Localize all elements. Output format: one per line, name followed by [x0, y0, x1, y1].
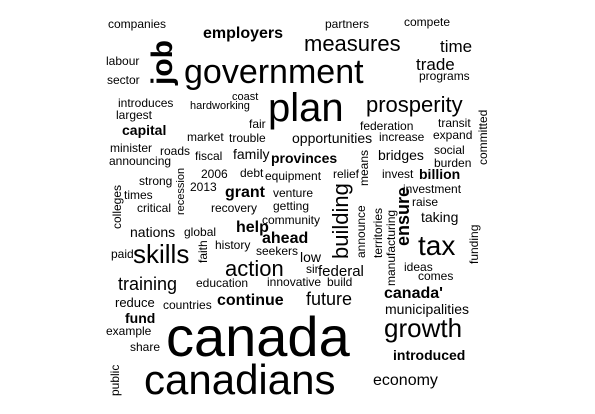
word-introduced: introduced: [393, 347, 466, 363]
word-provinces: provinces: [271, 150, 338, 166]
word-federal: federal: [318, 263, 364, 280]
word-territories: territories: [371, 207, 385, 258]
word-low: low: [300, 249, 322, 265]
word-action: action: [225, 256, 284, 281]
word-job: job: [146, 40, 179, 85]
word-colleges: colleges: [110, 184, 124, 229]
word-introduces: introduces: [118, 96, 174, 110]
word-plan: plan: [268, 86, 344, 130]
word-bridges: bridges: [378, 147, 424, 163]
word-fiscal: fiscal: [195, 149, 223, 163]
word-countries: countries: [163, 298, 212, 312]
word-means: means: [357, 149, 371, 186]
word-funding: funding: [467, 224, 481, 264]
word-reduce: reduce: [115, 295, 155, 310]
word-getting: getting: [273, 199, 310, 213]
word-equipment: equipment: [265, 169, 322, 183]
word-paid: paid: [111, 247, 134, 261]
word-invest: invest: [382, 167, 414, 181]
word-announcing: announcing: [109, 154, 172, 168]
word-build: build: [327, 275, 353, 289]
word-public: public: [108, 364, 122, 396]
word-labour: labour: [106, 54, 140, 68]
word-capital: capital: [122, 122, 167, 138]
word-burden: burden: [434, 156, 472, 170]
word-trade: trade: [416, 55, 455, 74]
word-raise: raise: [412, 195, 439, 209]
word-market: market: [187, 130, 224, 144]
word-seekers: seekers: [256, 244, 299, 258]
word-global: global: [184, 225, 217, 239]
word-announce: announce: [354, 205, 368, 258]
word-future: future: [306, 289, 353, 309]
word-municipalities: municipalities: [385, 301, 470, 317]
word-social: social: [434, 143, 465, 157]
word-programs: programs: [419, 69, 470, 83]
word-canada: canada: [166, 305, 350, 368]
word-growth: growth: [384, 313, 463, 343]
word-fund: fund: [125, 310, 156, 326]
word-ahead: ahead: [262, 230, 309, 247]
word-innovative: innovative: [267, 275, 322, 289]
word-transit: transit: [438, 116, 471, 130]
word-canadians: canadians: [144, 356, 336, 403]
word-increase: increase: [379, 130, 425, 144]
word-ideas: ideas: [404, 260, 433, 274]
word-building: building: [328, 183, 353, 259]
word-canada: canada': [384, 285, 443, 302]
word-help: help: [236, 219, 269, 236]
word-hardworking: hardworking: [190, 100, 250, 112]
word-skills: skills: [133, 239, 190, 269]
word-partners: partners: [325, 17, 370, 31]
word-trouble: trouble: [229, 131, 266, 145]
word-times: times: [124, 188, 153, 202]
word-prosperity: prosperity: [366, 92, 463, 117]
word-measures: measures: [304, 31, 401, 56]
word-share: share: [130, 340, 161, 354]
word-expand: expand: [433, 128, 473, 142]
word-nations: nations: [130, 224, 176, 240]
word-2013: 2013: [190, 180, 217, 194]
word-government: government: [184, 53, 364, 91]
word-training: training: [118, 274, 178, 294]
word-coast: coast: [232, 91, 259, 103]
word-committed: committed: [476, 109, 490, 165]
word-comes: comes: [418, 269, 454, 283]
word-roads: roads: [160, 144, 191, 158]
word-2006: 2006: [201, 167, 228, 181]
word-recovery: recovery: [211, 201, 258, 215]
word-employers: employers: [203, 25, 284, 42]
word-compete: compete: [404, 15, 451, 29]
word-strong: strong: [139, 174, 173, 188]
word-billion: billion: [419, 166, 461, 182]
word-community: community: [262, 213, 321, 227]
word-relief: relief: [333, 167, 360, 181]
word-companies: companies: [108, 17, 167, 31]
word-critical: critical: [137, 201, 172, 215]
word-debt: debt: [240, 166, 264, 180]
word-faith: faith: [196, 240, 210, 263]
word-education: education: [196, 276, 249, 290]
word-manufacturing: manufacturing: [384, 209, 398, 286]
word-minister: minister: [110, 141, 153, 155]
word-history: history: [215, 238, 251, 252]
word-investment: investment: [403, 182, 462, 196]
word-sector: sector: [107, 73, 140, 87]
word-recession: recession: [175, 167, 187, 215]
word-fair: fair: [249, 117, 266, 131]
word-family: family: [233, 146, 270, 162]
word-sir: sir: [306, 262, 319, 276]
word-time: time: [440, 37, 473, 56]
word-economy: economy: [373, 372, 438, 389]
word-opportunities: opportunities: [292, 130, 373, 146]
word-venture: venture: [273, 186, 314, 200]
word-continue: continue: [217, 292, 284, 309]
word-grant: grant: [225, 184, 265, 201]
word-federation: federation: [360, 119, 414, 133]
word-largest: largest: [116, 108, 153, 122]
word-example: example: [106, 324, 152, 338]
word-tax: tax: [418, 230, 456, 261]
word-taking: taking: [421, 209, 459, 225]
